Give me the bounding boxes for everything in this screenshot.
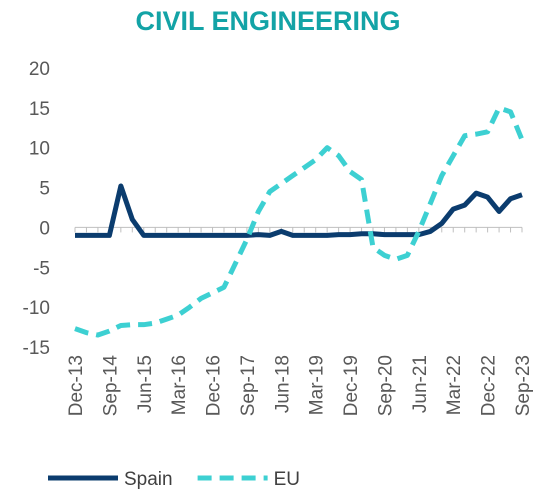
- x-tick-label: Sep-14: [100, 355, 121, 417]
- x-tick-label: Mar-16: [169, 355, 190, 415]
- y-tick-label: -10: [23, 298, 50, 319]
- line-eu: [74, 105, 525, 338]
- y-tick-label: -5: [33, 258, 50, 279]
- y-tick-label: 10: [29, 139, 50, 160]
- x-tick-label: Sep-17: [238, 355, 259, 416]
- legend-label: Spain: [124, 469, 173, 490]
- x-tick-label: Sep-23: [513, 355, 534, 416]
- x-tick-label: Jun-21: [410, 355, 431, 413]
- x-tick-label: Jun-18: [272, 355, 293, 413]
- x-tick-label: Dec-16: [204, 355, 225, 416]
- y-tick-label: 15: [29, 99, 50, 120]
- chart-title: CIVIL ENGINEERING: [135, 6, 400, 36]
- x-tick-label: Jun-15: [135, 355, 156, 413]
- x-tick-label: Dec-13: [66, 355, 87, 416]
- x-tick-label: Mar-19: [307, 355, 328, 415]
- y-tick-label: 20: [29, 59, 50, 80]
- y-tick-label: 5: [39, 179, 50, 200]
- y-tick-label: 0: [39, 218, 50, 239]
- x-tick-label: Dec-22: [479, 355, 500, 416]
- x-tick-label: Dec-19: [341, 355, 362, 416]
- x-tick-label: Sep-20: [375, 355, 396, 416]
- x-tick-label: Mar-22: [444, 355, 465, 415]
- line-spain: [75, 183, 523, 238]
- y-tick-label: -15: [23, 338, 50, 359]
- legend-label: EU: [274, 469, 300, 490]
